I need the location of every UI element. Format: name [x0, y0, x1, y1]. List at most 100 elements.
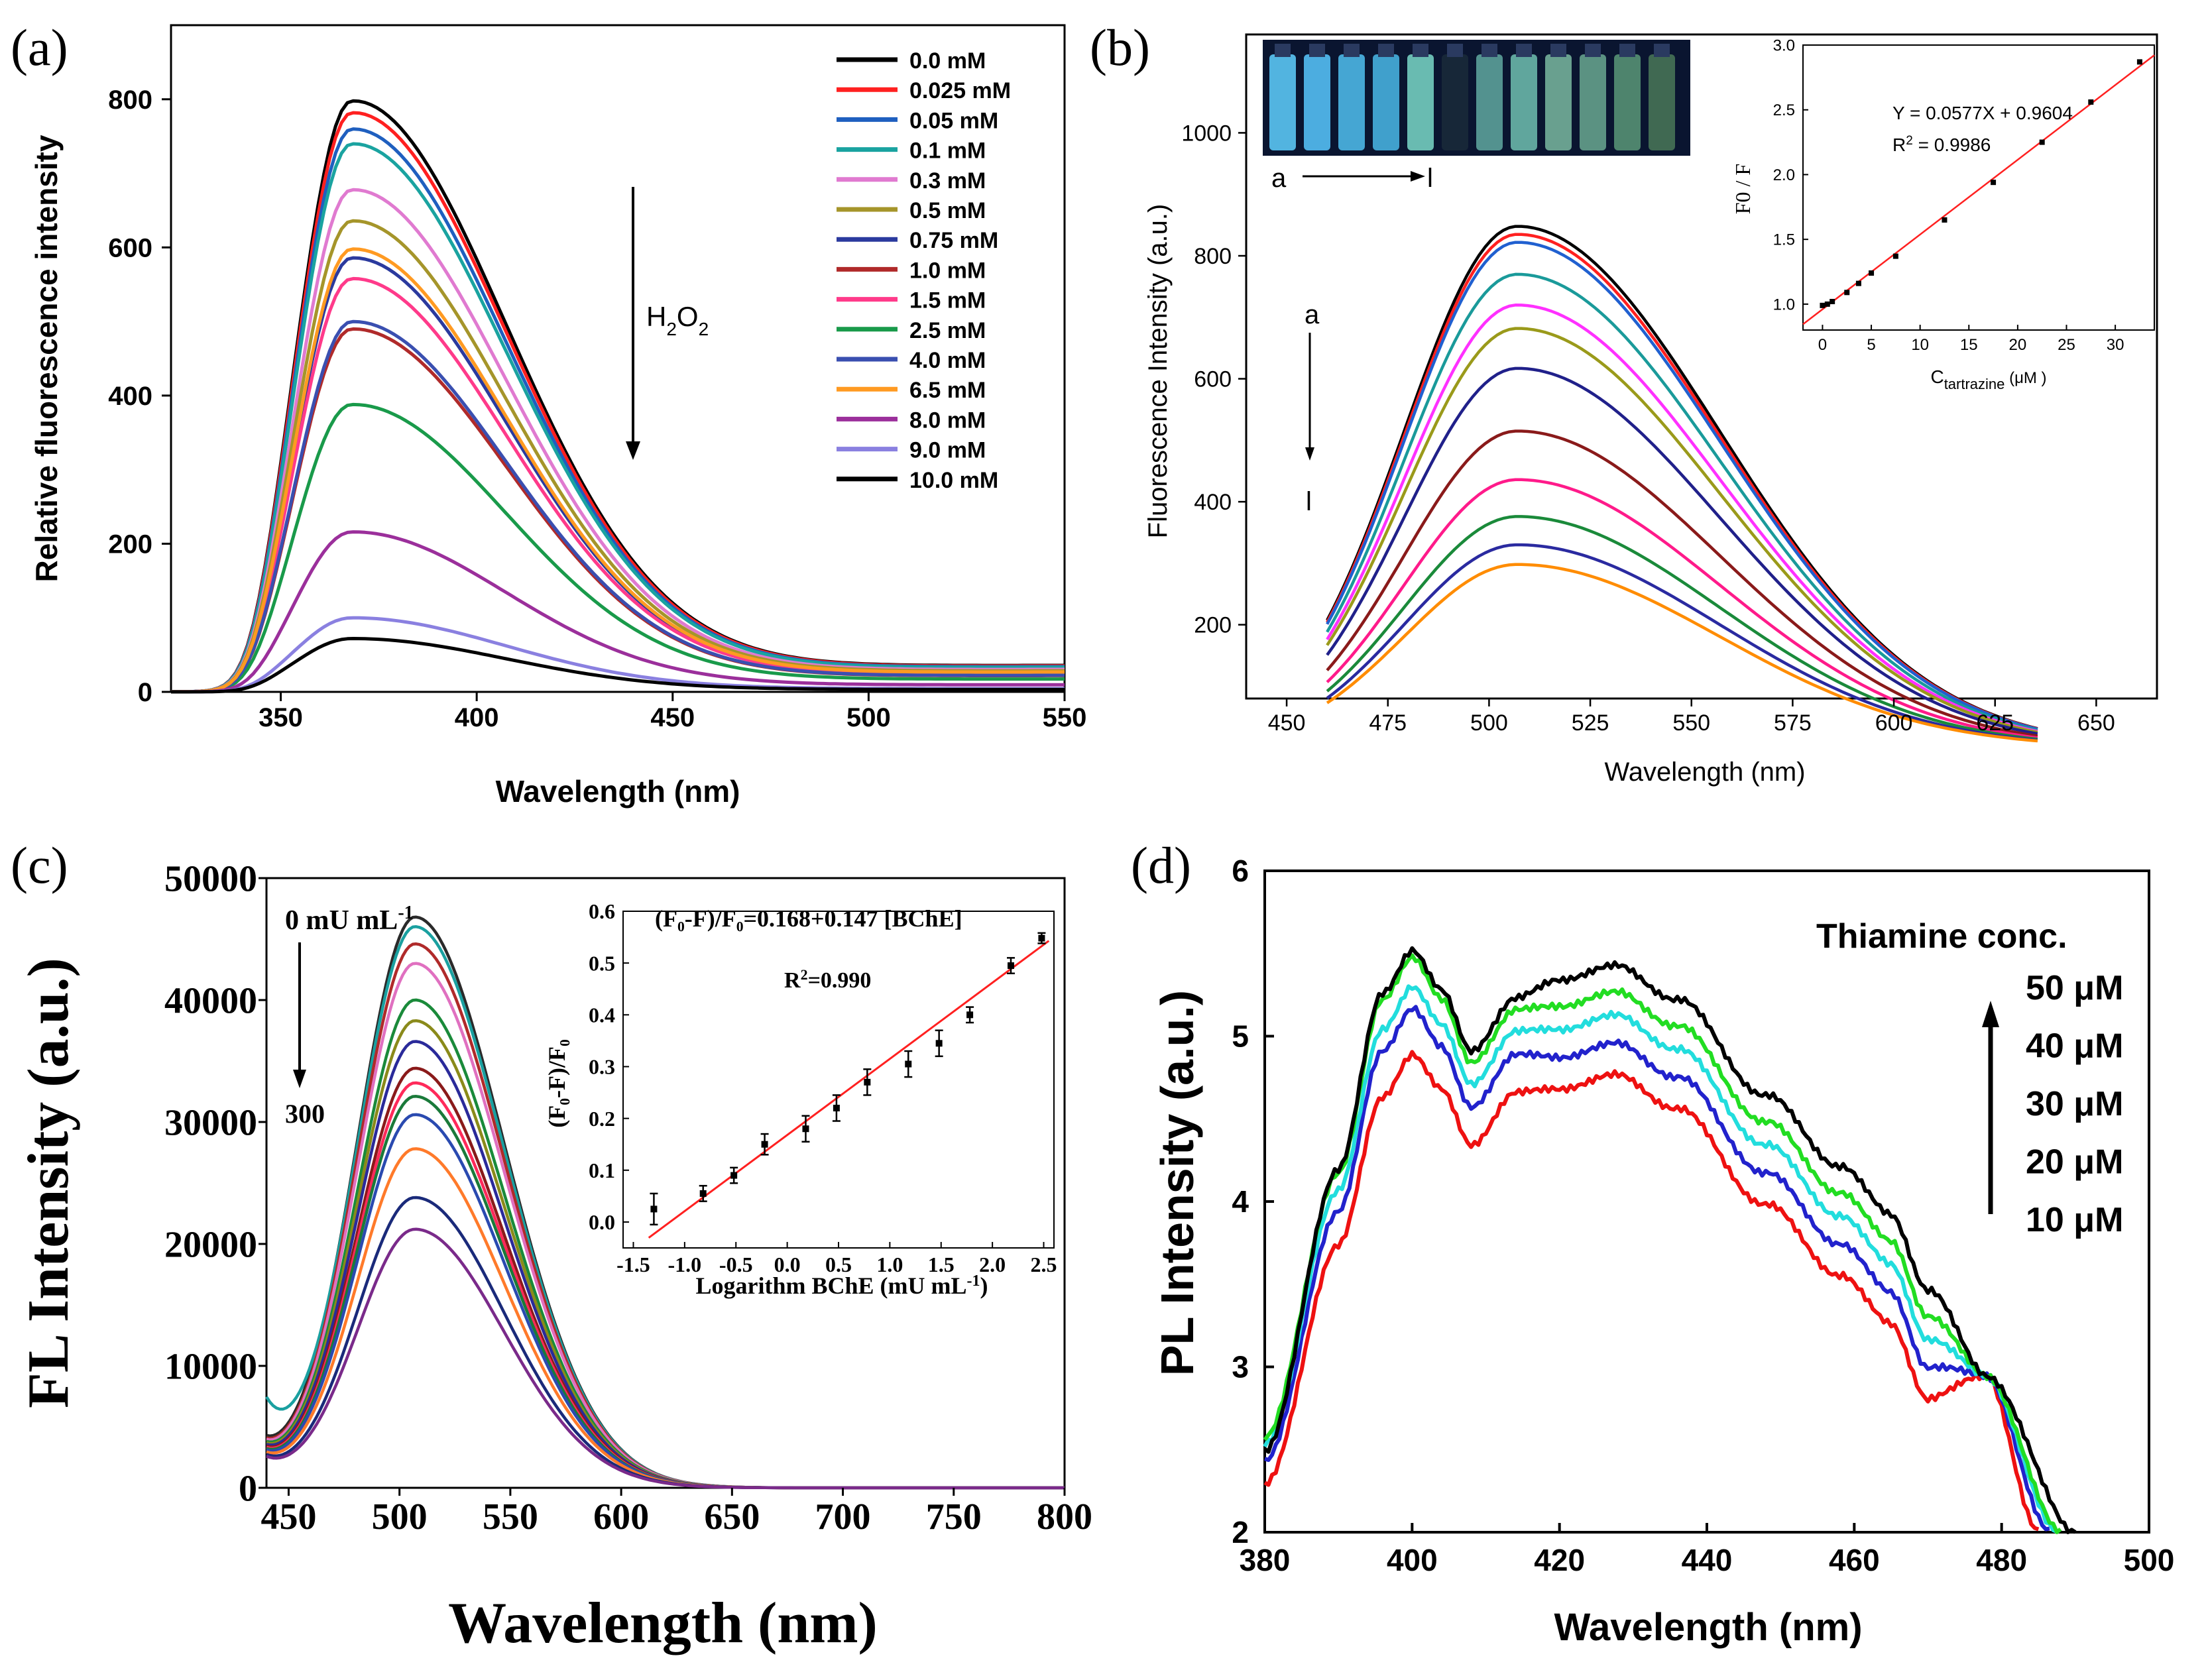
- data-point: [1844, 290, 1850, 296]
- legend-label: 1.0 mM: [909, 258, 986, 283]
- data-point: [2088, 99, 2094, 105]
- chart-b-inset-equation: Y = 0.0577X + 0.9604: [1892, 103, 2073, 123]
- data-point: [650, 1205, 658, 1213]
- data-point: [2136, 59, 2142, 65]
- data-point: [935, 1040, 943, 1047]
- vial: [1649, 54, 1675, 150]
- data-point: [833, 1104, 840, 1111]
- series-line-2.5-mM: [171, 402, 1065, 694]
- vial-cap: [1585, 44, 1601, 57]
- x-tick-label: 600: [593, 1496, 649, 1538]
- vial-cap: [1344, 44, 1360, 57]
- y-tick-label: 0.2: [589, 1107, 615, 1131]
- x-tick-label: 10: [1911, 336, 1929, 354]
- y-tick-label: 200: [108, 530, 152, 559]
- y-tick-label: 20000: [164, 1225, 257, 1266]
- vial: [1269, 54, 1296, 150]
- chart-a: 0 200 400 600 800 350 400 450 500 550 Wavelength…: [29, 24, 1087, 809]
- data-point: [2039, 139, 2045, 145]
- data-point: [761, 1141, 768, 1148]
- vial-cap: [1654, 44, 1670, 57]
- vial: [1373, 54, 1399, 150]
- chart-d-legend: 50 μM 40 μM 30 μM 20 μM 10 μM: [2026, 969, 2123, 1239]
- legend-label: 9.0 mM: [909, 438, 986, 463]
- photo-arrowhead: [1411, 171, 1425, 182]
- vial-cap: [1482, 44, 1497, 57]
- vial: [1476, 54, 1503, 150]
- x-tick-label: 2.0: [979, 1253, 1006, 1276]
- vial-cap: [1309, 44, 1325, 57]
- x-tick-label: 550: [1043, 703, 1087, 732]
- y-tick-label: 400: [108, 382, 152, 411]
- y-tick-label: 600: [108, 233, 152, 262]
- vial-cap: [1413, 44, 1428, 57]
- x-tick-label: 500: [2124, 1543, 2175, 1577]
- panel-label-b: (b): [1090, 19, 1150, 76]
- vial-cap: [1378, 44, 1394, 57]
- vial-photo: [1263, 40, 1690, 156]
- chart-d: 2 3 4 5 6 380 400 420 440 460 480 500 Wavelength (…: [1151, 854, 2174, 1649]
- legend-label: 0.75 mM: [909, 228, 998, 253]
- chart-c: 0 10000 20000 30000 40000 50000 450 500 550 600 6…: [17, 859, 1092, 1655]
- vial: [1545, 54, 1572, 150]
- series-line-50-μM: [1263, 946, 2077, 1534]
- chart-d-x-ticks: 380 400 420 440 460 480 500: [1240, 1523, 2175, 1577]
- y-tick-label: 0.4: [589, 1003, 615, 1027]
- x-tick-label: 700: [815, 1496, 871, 1538]
- series-line-6.5-mM: [171, 247, 1065, 694]
- vial: [1338, 54, 1365, 150]
- chart-b-arrow-start: a: [1305, 300, 1320, 329]
- chart-b-arrowhead: [1305, 447, 1314, 461]
- chart-b-inset: 1.0 1.5 2.0 2.5 3.0 0 5 10 15 20 25 30 Y = 0.0577X …: [1731, 36, 2155, 392]
- data-point: [1830, 299, 1835, 304]
- y-tick-label: 800: [108, 85, 152, 115]
- y-tick-label: 50000: [164, 859, 257, 900]
- legend-label: 10 μM: [2026, 1201, 2123, 1239]
- y-tick-label: 3.0: [1773, 36, 1795, 54]
- series-line: [266, 1227, 1065, 1490]
- data-point: [1820, 302, 1826, 308]
- x-tick-label: 450: [1268, 710, 1306, 736]
- chart-b-x-label: Wavelength (nm): [1604, 757, 1805, 787]
- y-tick-label: 600: [1194, 366, 1232, 392]
- x-tick-label: 575: [1774, 710, 1812, 736]
- x-tick-label: 450: [261, 1496, 316, 1538]
- chart-c-arrow-top-label: 0 mU mL-1: [285, 903, 414, 936]
- y-tick-label: 0.3: [589, 1055, 615, 1079]
- chart-a-y-ticks: 0 200 400 600 800: [108, 85, 171, 707]
- y-tick-label: 3: [1232, 1350, 1249, 1384]
- legend-label: 0.05 mM: [909, 108, 998, 133]
- data-point: [864, 1078, 871, 1086]
- series-line-8.0-mM: [171, 530, 1065, 694]
- y-tick-label: 10000: [164, 1347, 257, 1388]
- vial: [1511, 54, 1537, 150]
- data-point: [802, 1125, 809, 1133]
- fit-line: [1802, 54, 2155, 325]
- chart-b-x-ticks: 450 475 500 525 550 575 600 625 650: [1268, 699, 2115, 736]
- chart-d-y-ticks: 2 3 4 5 6: [1232, 854, 1274, 1549]
- chart-b-inset-frame: [1802, 44, 2155, 331]
- data-point: [699, 1190, 707, 1197]
- chart-b-arrow-end: l: [1306, 487, 1312, 516]
- x-tick-label: 0.5: [825, 1253, 852, 1276]
- y-tick-label: 4: [1232, 1184, 1249, 1219]
- series-line-0.1-mM: [170, 142, 1065, 694]
- x-tick-label: -1.5: [616, 1253, 650, 1276]
- x-tick-label: 350: [259, 703, 303, 732]
- x-tick-label: 500: [1470, 710, 1508, 736]
- data-point: [1824, 301, 1830, 307]
- y-tick-label: 2.5: [1773, 101, 1795, 119]
- photo-label-end: l: [1427, 164, 1433, 193]
- chart-b-inset-ticks: 1.0 1.5 2.0 2.5 3.0 0 5 10 15 20 25 30: [1773, 36, 2124, 354]
- y-tick-label: 0.0: [589, 1210, 615, 1234]
- chart-b-curves: [1326, 225, 2038, 743]
- chart-c-y-ticks: 0 10000 20000 30000 40000 50000: [164, 859, 266, 1510]
- x-tick-label: 550: [483, 1496, 538, 1538]
- chart-b-inset-points: [1820, 59, 2142, 308]
- legend-label: 30 μM: [2026, 1085, 2123, 1123]
- x-tick-label: 460: [1829, 1543, 1880, 1577]
- vial: [1304, 54, 1330, 150]
- legend-label: 8.0 mM: [909, 408, 986, 433]
